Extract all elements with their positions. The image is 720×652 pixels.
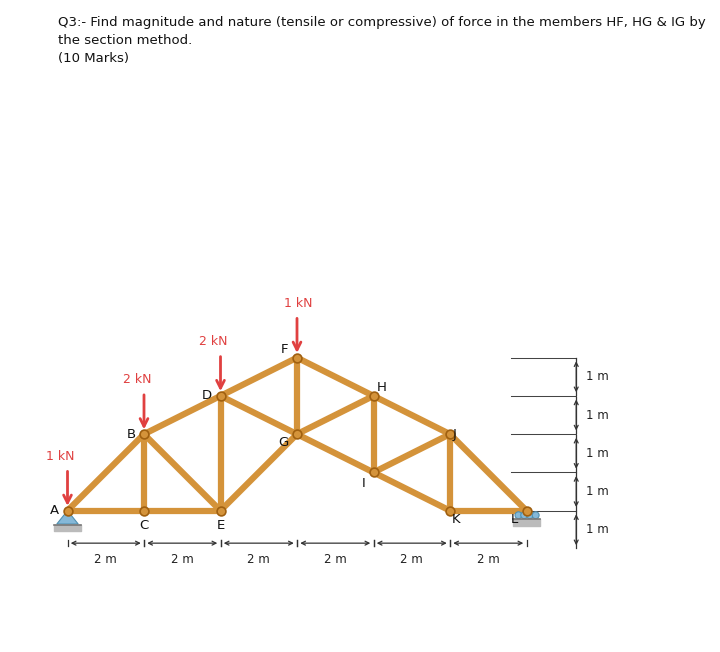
Text: J: J — [453, 428, 457, 441]
Text: E: E — [217, 519, 225, 532]
Circle shape — [515, 512, 522, 519]
Text: Q3:- Find magnitude and nature (tensile or compressive) of force in the members : Q3:- Find magnitude and nature (tensile … — [58, 16, 706, 65]
Text: 2 kN: 2 kN — [199, 335, 228, 348]
Text: 2 m: 2 m — [324, 554, 346, 567]
Text: 2 m: 2 m — [400, 554, 423, 567]
Text: 2 m: 2 m — [477, 554, 500, 567]
Text: 2 m: 2 m — [94, 554, 117, 567]
Text: B: B — [127, 428, 135, 441]
Point — [215, 391, 226, 401]
Circle shape — [521, 512, 528, 519]
Circle shape — [532, 512, 539, 519]
Text: 1 m: 1 m — [586, 447, 608, 460]
Text: 2 m: 2 m — [171, 554, 194, 567]
Text: 2 kN: 2 kN — [123, 374, 151, 387]
Text: 1 m: 1 m — [586, 485, 608, 498]
Point — [368, 467, 379, 478]
Text: 2 m: 2 m — [248, 554, 270, 567]
Point — [215, 505, 226, 516]
Text: L: L — [510, 512, 518, 526]
Text: 1 kN: 1 kN — [284, 297, 312, 310]
Polygon shape — [57, 511, 78, 524]
Text: 1 kN: 1 kN — [47, 450, 75, 463]
Point — [444, 505, 456, 516]
Point — [444, 429, 456, 439]
Point — [62, 505, 73, 516]
Point — [521, 505, 532, 516]
Text: I: I — [361, 477, 365, 490]
Point — [291, 353, 303, 363]
Text: F: F — [281, 343, 289, 356]
Text: C: C — [140, 519, 148, 532]
Point — [291, 429, 303, 439]
Point — [138, 505, 150, 516]
Point — [138, 429, 150, 439]
Text: H: H — [377, 381, 387, 394]
Text: 1 m: 1 m — [586, 370, 608, 383]
Text: A: A — [50, 504, 59, 517]
Text: K: K — [452, 512, 461, 526]
Circle shape — [526, 512, 534, 519]
Text: G: G — [279, 436, 289, 449]
Text: 1 m: 1 m — [586, 409, 608, 422]
Point — [368, 391, 379, 401]
Text: 1 m: 1 m — [586, 524, 608, 536]
Text: D: D — [202, 389, 212, 402]
